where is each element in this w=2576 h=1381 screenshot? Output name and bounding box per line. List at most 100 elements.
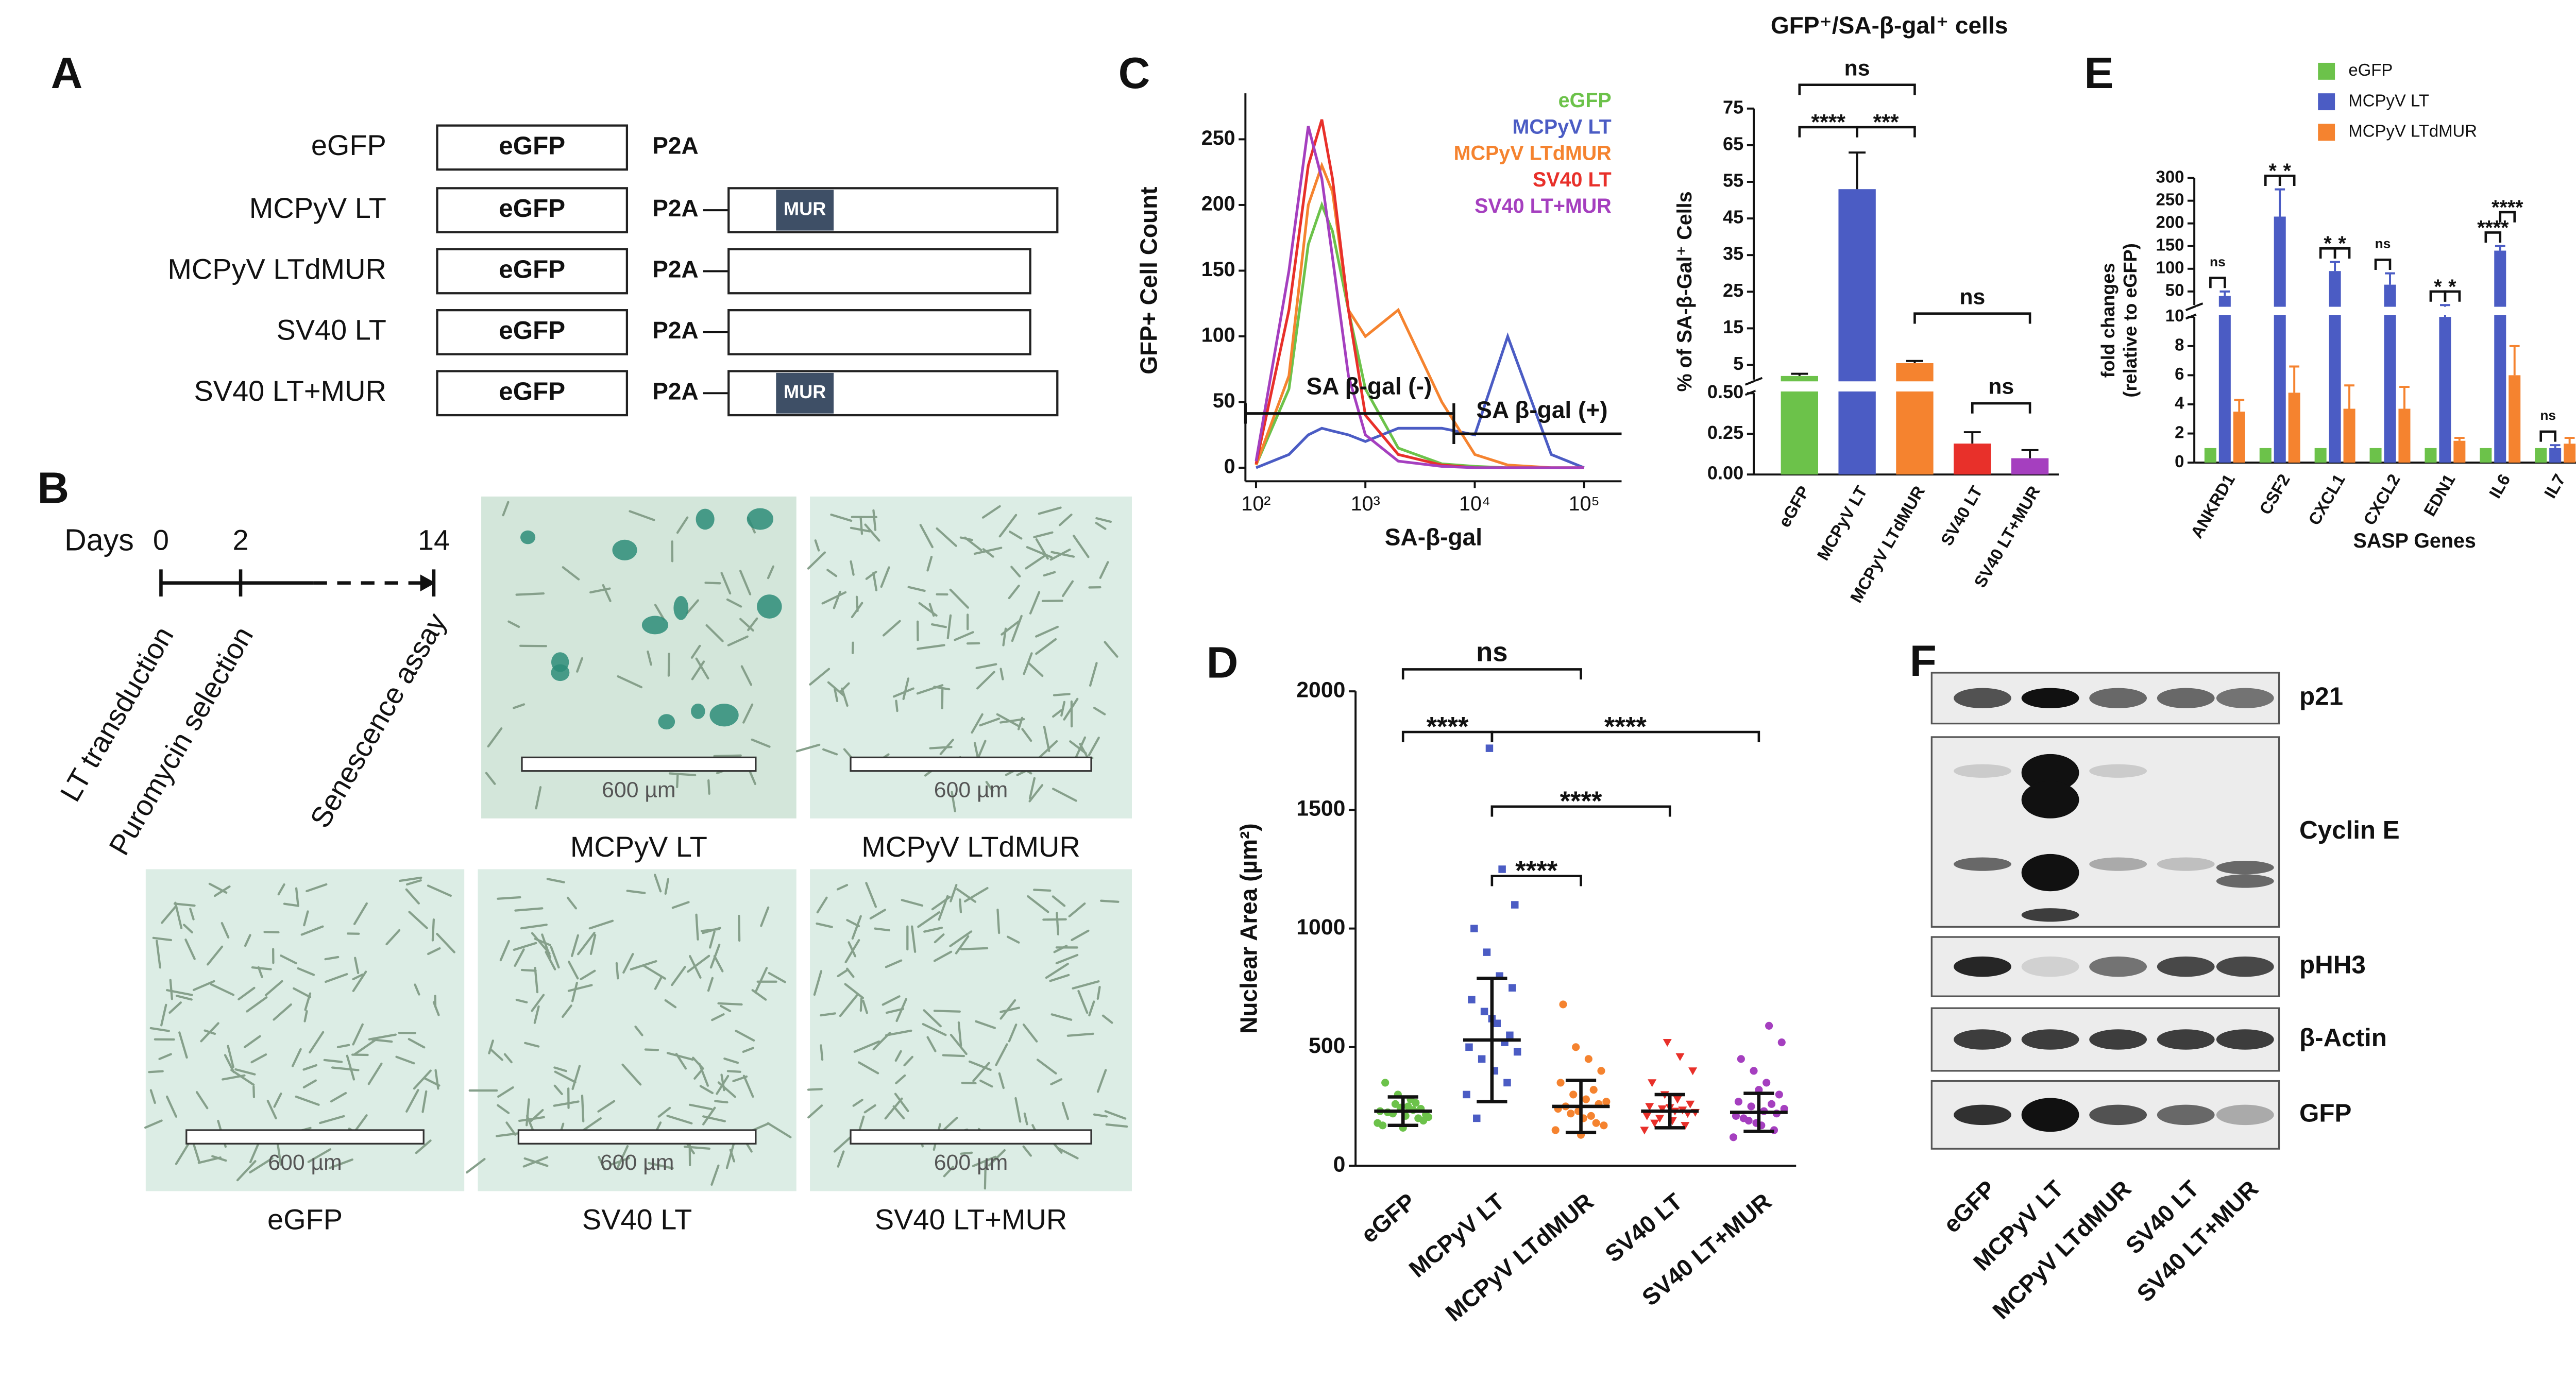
cell bbox=[926, 555, 933, 572]
error-bar bbox=[2289, 365, 2300, 393]
cell bbox=[851, 602, 863, 619]
significance-label: ns bbox=[1844, 56, 1870, 80]
blot-band bbox=[2021, 1029, 2079, 1050]
cell bbox=[960, 1151, 973, 1155]
cell bbox=[621, 1063, 642, 1086]
point bbox=[1589, 1086, 1598, 1094]
y-tick-label: 8 bbox=[2175, 335, 2184, 354]
cell bbox=[1029, 591, 1041, 615]
cell bbox=[1023, 1112, 1028, 1126]
cell bbox=[923, 1009, 942, 1028]
cell bbox=[1022, 1024, 1038, 1043]
significance-bracket bbox=[1490, 875, 1582, 886]
cell bbox=[244, 934, 251, 947]
cell bbox=[865, 882, 877, 908]
significance-label: * bbox=[2338, 232, 2346, 255]
cell bbox=[1068, 902, 1086, 918]
cell bbox=[1049, 548, 1071, 561]
mur-label: MUR bbox=[784, 198, 826, 219]
point bbox=[1498, 865, 1506, 873]
cell bbox=[1096, 1069, 1107, 1093]
cell bbox=[872, 572, 878, 591]
legend-entry: MCPyV LTdMUR bbox=[2348, 121, 2477, 140]
cell bbox=[972, 1062, 990, 1082]
cell bbox=[1063, 697, 1079, 721]
mur-box bbox=[776, 190, 834, 231]
cell bbox=[872, 509, 877, 531]
cell bbox=[850, 526, 871, 533]
cell bbox=[717, 1081, 736, 1098]
y-tick-label: 200 bbox=[1201, 192, 1235, 215]
scale-bar-label: 600 µm bbox=[934, 1150, 1008, 1175]
point bbox=[1513, 1048, 1521, 1056]
band-label: Cyclin E bbox=[2299, 816, 2400, 844]
error-bar bbox=[2454, 437, 2465, 441]
bar bbox=[2204, 448, 2216, 463]
bar bbox=[2535, 448, 2547, 463]
cell bbox=[562, 566, 580, 581]
cell bbox=[1057, 1147, 1079, 1160]
cell bbox=[754, 967, 768, 994]
cell bbox=[1027, 895, 1049, 913]
significance-label: ns bbox=[2210, 254, 2226, 269]
cell bbox=[692, 1056, 704, 1070]
y-tick-label: 2 bbox=[2175, 422, 2184, 441]
cell bbox=[892, 687, 914, 698]
band-label: p21 bbox=[2299, 682, 2343, 710]
blot-band bbox=[2216, 861, 2274, 875]
significance-bracket bbox=[2444, 290, 2461, 302]
cell bbox=[307, 1148, 332, 1163]
significance-bracket bbox=[1401, 668, 1582, 680]
significance-label: ns bbox=[1959, 284, 1985, 309]
bar bbox=[2369, 448, 2382, 463]
axis-break bbox=[2185, 302, 2204, 311]
cell bbox=[767, 565, 775, 579]
cell bbox=[820, 1012, 837, 1017]
cell bbox=[863, 1104, 876, 1114]
point bbox=[1675, 1053, 1685, 1061]
cell bbox=[1035, 625, 1059, 638]
x-tick-label: 10⁵ bbox=[1569, 492, 1600, 515]
cell bbox=[1088, 1000, 1095, 1017]
cell bbox=[1022, 1145, 1032, 1157]
point bbox=[1584, 1055, 1592, 1063]
cell bbox=[297, 967, 315, 976]
significance-label: **** bbox=[1811, 110, 1845, 135]
cell bbox=[589, 587, 611, 594]
bar bbox=[2343, 408, 2355, 463]
cell bbox=[610, 1157, 631, 1166]
y-tick-label: 100 bbox=[2156, 258, 2184, 277]
cell bbox=[929, 746, 953, 749]
cell bbox=[353, 902, 368, 925]
gate-label: SA β-gal (-) bbox=[1307, 373, 1432, 400]
point bbox=[1645, 1103, 1654, 1111]
cell bbox=[200, 1022, 219, 1043]
cell bbox=[995, 1043, 1008, 1066]
blot-band bbox=[1954, 688, 2011, 709]
cell bbox=[1014, 1097, 1022, 1123]
band-label: GFP bbox=[2299, 1099, 2351, 1127]
timeline-label: Days bbox=[64, 522, 134, 557]
point bbox=[1729, 1133, 1738, 1141]
cell bbox=[352, 973, 364, 981]
cell bbox=[981, 505, 1001, 519]
blot-band bbox=[2089, 1029, 2147, 1050]
cell bbox=[1104, 1110, 1127, 1120]
p2a-label: P2A bbox=[652, 195, 699, 221]
construct-label: SV40 LT bbox=[276, 314, 386, 346]
cell bbox=[634, 1025, 643, 1036]
cell bbox=[1099, 561, 1109, 579]
legend-entry: SV40 LT bbox=[1533, 168, 1612, 191]
cell bbox=[1066, 1032, 1094, 1037]
cell bbox=[1023, 652, 1033, 675]
cell bbox=[1096, 985, 1101, 1000]
cell bbox=[1100, 899, 1120, 903]
point bbox=[1650, 1119, 1659, 1128]
cell bbox=[319, 1115, 345, 1124]
cell bbox=[292, 987, 312, 998]
cell bbox=[1036, 740, 1058, 761]
scale-bar bbox=[517, 1129, 757, 1145]
cell bbox=[996, 908, 1001, 934]
cell bbox=[408, 1038, 426, 1049]
y-tick-label: 0.25 bbox=[1707, 422, 1743, 443]
